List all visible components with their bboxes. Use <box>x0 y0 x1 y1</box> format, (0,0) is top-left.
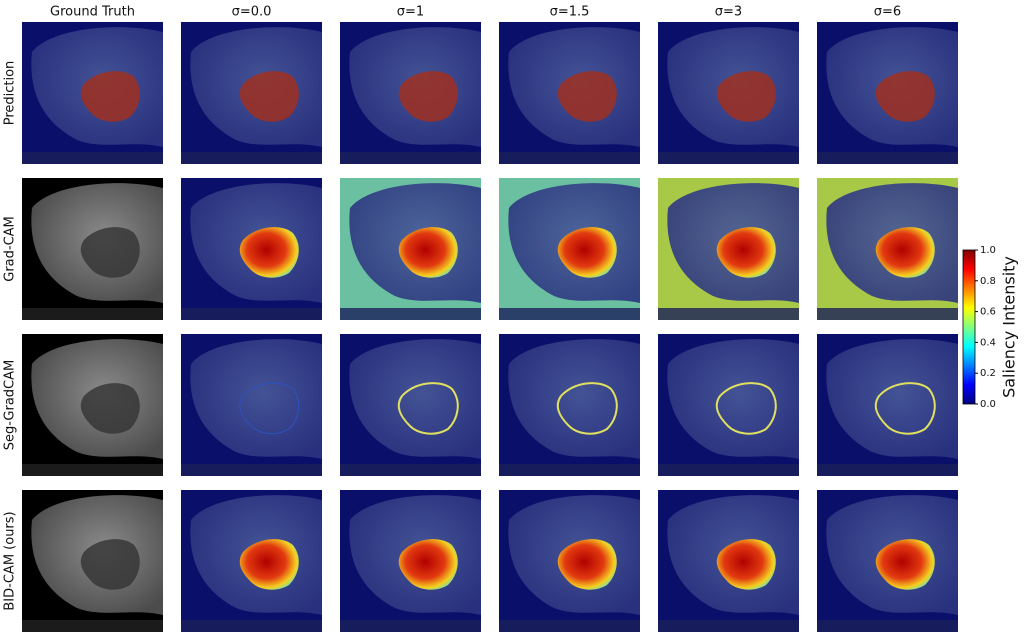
tumor <box>557 71 617 122</box>
image-panel <box>499 178 640 320</box>
tumor-edge <box>239 382 300 435</box>
colorbar-tick-label: 0.0 <box>980 399 996 410</box>
tumor <box>875 539 935 590</box>
tumor <box>398 227 458 278</box>
image-panel <box>181 490 322 632</box>
tumor <box>239 539 299 590</box>
panel-strip <box>817 308 958 320</box>
tumor <box>80 539 140 590</box>
image-panel <box>499 490 640 632</box>
image-panel <box>817 178 958 320</box>
column-header: σ=1 <box>397 5 424 20</box>
colorbar <box>962 249 976 405</box>
panel-strip <box>340 308 481 320</box>
column-header: σ=6 <box>874 5 901 20</box>
tumor <box>875 227 935 278</box>
tumor <box>398 539 458 590</box>
column-header: σ=1.5 <box>550 5 590 20</box>
tumor <box>716 71 776 122</box>
panel-strip <box>499 620 640 632</box>
panel-strip <box>499 308 640 320</box>
row-label: Prediction <box>3 61 18 126</box>
panel-strip <box>181 308 322 320</box>
image-panel <box>658 490 799 632</box>
tumor <box>80 383 140 434</box>
panel-strip <box>499 464 640 476</box>
panel-strip <box>817 152 958 164</box>
tumor-edge <box>397 382 459 435</box>
image-panel <box>340 178 481 320</box>
panel-strip <box>181 152 322 164</box>
row-label: Seg-GradCAM <box>3 360 18 451</box>
tumor <box>557 539 617 590</box>
image-panel <box>22 334 164 476</box>
panel-strip <box>658 620 799 632</box>
tumor-edge <box>715 382 777 435</box>
image-panel <box>817 490 958 632</box>
panel-strip <box>22 620 163 632</box>
panel-strip <box>658 152 799 164</box>
panel-strip <box>181 464 322 476</box>
column-header: Ground Truth <box>50 5 135 20</box>
image-panel <box>817 22 958 164</box>
image-panel <box>658 22 799 164</box>
panel-strip <box>499 152 640 164</box>
column-header: σ=3 <box>715 5 742 20</box>
colorbar-tick-label: 0.8 <box>980 276 996 287</box>
tumor-edge <box>556 382 618 435</box>
image-panel <box>181 334 322 476</box>
panel-strip <box>817 464 958 476</box>
image-panel <box>658 178 799 320</box>
tumor <box>557 227 617 278</box>
image-panel <box>340 22 481 164</box>
colorbar-tick-label: 0.2 <box>980 368 996 379</box>
tumor <box>80 227 140 278</box>
image-panel <box>340 334 481 476</box>
tumor <box>239 71 299 122</box>
colorbar-label: Saliency Intensity <box>1000 256 1019 398</box>
panel-strip <box>22 464 163 476</box>
image-panel <box>658 334 799 476</box>
image-panel <box>499 22 640 164</box>
panel-strip <box>658 308 799 320</box>
tumor <box>80 71 140 122</box>
image-panel <box>499 334 640 476</box>
tumor <box>716 539 776 590</box>
colorbar-tick-label: 0.6 <box>980 307 996 318</box>
image-panel <box>817 334 958 476</box>
row-label: Grad-CAM <box>3 216 18 282</box>
image-panel <box>181 22 322 164</box>
panel-strip <box>22 152 163 164</box>
tumor <box>716 227 776 278</box>
panel-strip <box>340 152 481 164</box>
tumor <box>398 71 458 122</box>
image-panel <box>22 178 164 320</box>
tumor <box>875 71 935 122</box>
image-panel <box>340 490 481 632</box>
panel-strip <box>340 620 481 632</box>
image-panel <box>22 490 164 632</box>
tumor <box>239 227 299 278</box>
panel-strip <box>181 620 322 632</box>
column-header: σ=0.0 <box>232 5 272 20</box>
panel-strip <box>817 620 958 632</box>
colorbar-tick-label: 1.0 <box>980 245 996 256</box>
image-panel <box>181 178 322 320</box>
panel-strip <box>340 464 481 476</box>
tumor-edge <box>874 382 936 435</box>
row-label: BID-CAM (ours) <box>3 511 18 610</box>
panel-strip <box>658 464 799 476</box>
image-panel <box>22 22 164 164</box>
colorbar-tick-label: 0.4 <box>980 337 996 348</box>
panel-strip <box>22 308 163 320</box>
